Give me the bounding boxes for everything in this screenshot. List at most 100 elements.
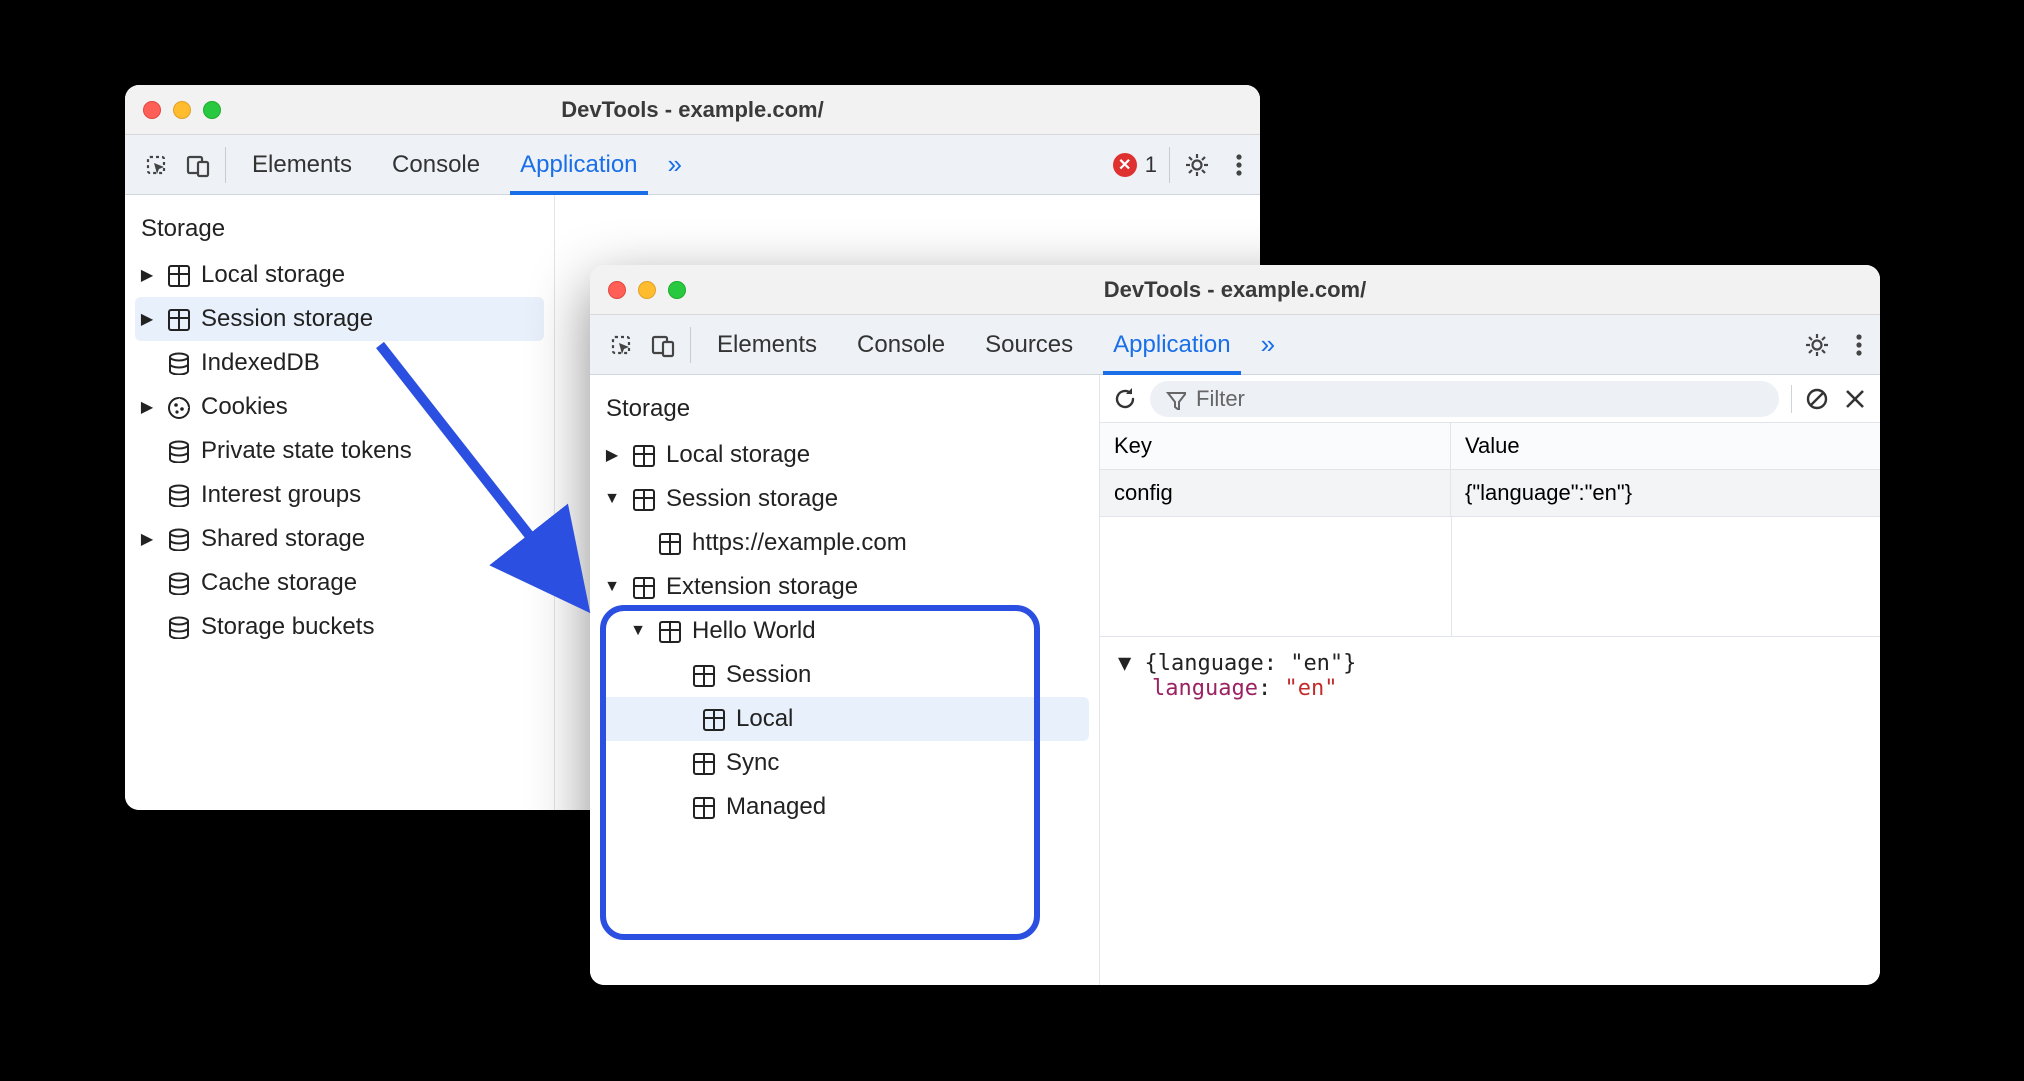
sidebar-item-label: Session storage <box>666 485 838 513</box>
tab-console[interactable]: Console <box>372 135 500 195</box>
db-icon <box>165 614 191 640</box>
tab-elements[interactable]: Elements <box>697 315 837 375</box>
preview-line-1[interactable]: ▼ {language: "en"} <box>1118 651 1862 676</box>
chevron-icon: ▶ <box>139 529 155 549</box>
detail-pane: Filter Key Value config {"language":"en"… <box>1100 375 1880 985</box>
sidebar-item-session-storage[interactable]: ▶ Session storage <box>135 297 544 341</box>
filter-placeholder: Filter <box>1196 386 1245 412</box>
table-blank <box>1100 517 1880 637</box>
storage-sidebar: Storage ▶ Local storage ▶ Session storage In… <box>125 195 555 810</box>
grid-icon <box>700 706 726 732</box>
sidebar-item-session-storage[interactable]: ▼ Session storage <box>590 477 1099 521</box>
sidebar-heading: Storage <box>590 389 1099 433</box>
separator <box>690 327 691 363</box>
sidebar-heading: Storage <box>125 209 554 253</box>
reload-icon[interactable] <box>1112 386 1138 412</box>
devtools-tabbar: ElementsConsoleSourcesApplication » <box>590 315 1880 375</box>
sidebar-item-label: Session storage <box>201 305 373 333</box>
chevron-icon: ▶ <box>604 445 620 465</box>
tab-console[interactable]: Console <box>837 315 965 375</box>
grid-icon <box>690 794 716 820</box>
sidebar-item-hello-world[interactable]: ▼ Hello World <box>590 609 1099 653</box>
sidebar-item-cache-storage[interactable]: Cache storage <box>125 561 554 605</box>
grid-icon <box>630 442 656 468</box>
tab-elements[interactable]: Elements <box>232 135 372 195</box>
sidebar-item-local-storage[interactable]: ▶ Local storage <box>125 253 554 297</box>
object-preview: ▼ {language: "en"} language: "en" <box>1100 637 1880 715</box>
sidebar-item-storage-buckets[interactable]: Storage buckets <box>125 605 554 649</box>
sidebar-item-label: https://example.com <box>692 529 907 557</box>
detail-toolbar: Filter <box>1100 375 1880 423</box>
sidebar-item-session[interactable]: Session <box>590 653 1099 697</box>
chevron-icon: ▶ <box>139 397 155 417</box>
tab-application[interactable]: Application <box>500 135 657 195</box>
chevron-icon: ▼ <box>604 578 620 596</box>
chevron-icon: ▼ <box>630 622 646 640</box>
grid-icon <box>690 662 716 688</box>
grid-icon <box>656 530 682 556</box>
panel-body: Storage ▶Local storage ▼ Session storage ht… <box>590 375 1880 985</box>
grid-icon <box>630 574 656 600</box>
separator <box>1169 147 1170 183</box>
sidebar-item-label: Local storage <box>201 261 345 289</box>
delete-icon[interactable] <box>1842 386 1868 412</box>
db-icon <box>165 482 191 508</box>
sidebar-item-label: Local <box>736 705 793 733</box>
sidebar-item-label: Interest groups <box>201 481 361 509</box>
tab-application[interactable]: Application <box>1093 315 1250 375</box>
cell-value: {"language":"en"} <box>1451 470 1880 516</box>
inspect-icon[interactable] <box>135 144 177 186</box>
clear-icon[interactable] <box>1804 386 1830 412</box>
filter-input[interactable]: Filter <box>1150 381 1779 417</box>
sidebar-item-shared-storage[interactable]: ▶ Shared storage <box>125 517 554 561</box>
sidebar-item-private-state-tokens[interactable]: Private state tokens <box>125 429 554 473</box>
sidebar-item-local[interactable]: Local <box>600 697 1089 741</box>
sidebar-item-cookies[interactable]: ▶ Cookies <box>125 385 554 429</box>
sidebar-item-managed[interactable]: Managed <box>590 785 1099 829</box>
col-key[interactable]: Key <box>1100 423 1451 469</box>
sidebar-item-label: IndexedDB <box>201 349 320 377</box>
db-icon <box>165 438 191 464</box>
window-title: DevTools - example.com/ <box>125 97 1260 123</box>
sidebar-item-extension-storage[interactable]: ▼Extension storage <box>590 565 1099 609</box>
sidebar-item-label: Session <box>726 661 811 689</box>
sidebar-item-https-example-com[interactable]: https://example.com <box>590 521 1099 565</box>
table-row[interactable]: config {"language":"en"} <box>1100 470 1880 517</box>
separator <box>225 147 226 183</box>
more-tabs-icon[interactable]: » <box>1251 329 1285 360</box>
error-count: 1 <box>1145 152 1157 178</box>
devtools-tabbar: ElementsConsoleApplication » ✕ 1 <box>125 135 1260 195</box>
device-icon[interactable] <box>177 144 219 186</box>
sidebar-item-label: Cookies <box>201 393 288 421</box>
sidebar-item-indexeddb[interactable]: IndexedDB <box>125 341 554 385</box>
window-title: DevTools - example.com/ <box>590 277 1880 303</box>
kebab-icon[interactable] <box>1838 324 1880 366</box>
sidebar-item-interest-groups[interactable]: Interest groups <box>125 473 554 517</box>
devtools-window-after: DevTools - example.com/ ElementsConsoleS… <box>590 265 1880 985</box>
tab-sources[interactable]: Sources <box>965 315 1093 375</box>
table-header: Key Value <box>1100 423 1880 470</box>
chevron-icon: ▼ <box>604 490 620 508</box>
sidebar-item-sync[interactable]: Sync <box>590 741 1099 785</box>
sidebar-item-label: Shared storage <box>201 525 365 553</box>
grid-icon <box>690 750 716 776</box>
chevron-icon: ▶ <box>139 309 155 329</box>
sidebar-item-label: Hello World <box>692 617 816 645</box>
col-value[interactable]: Value <box>1451 423 1880 469</box>
chevron-icon: ▶ <box>139 265 155 285</box>
cell-key: config <box>1100 470 1451 516</box>
grid-icon <box>165 306 191 332</box>
titlebar: DevTools - example.com/ <box>590 265 1880 315</box>
sidebar-item-local-storage[interactable]: ▶Local storage <box>590 433 1099 477</box>
more-tabs-icon[interactable]: » <box>658 149 692 180</box>
error-badge[interactable]: ✕ 1 <box>1113 152 1157 178</box>
gear-icon[interactable] <box>1796 324 1838 366</box>
kebab-icon[interactable] <box>1218 144 1260 186</box>
sidebar-item-label: Sync <box>726 749 779 777</box>
gear-icon[interactable] <box>1176 144 1218 186</box>
db-icon <box>165 526 191 552</box>
preview-line-2[interactable]: language: "en" <box>1118 676 1862 701</box>
device-icon[interactable] <box>642 324 684 366</box>
inspect-icon[interactable] <box>600 324 642 366</box>
separator <box>1791 385 1792 413</box>
